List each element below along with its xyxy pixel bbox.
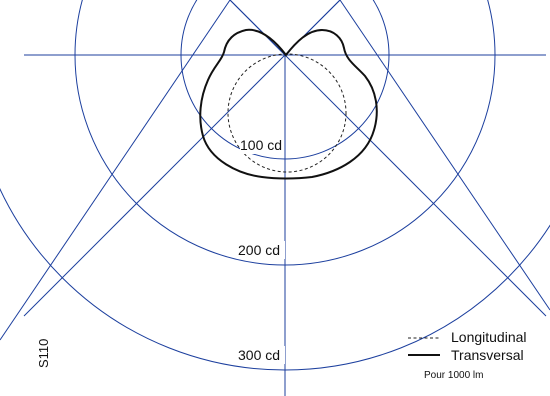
- diagonal-45-left-top: [229, 0, 286, 56]
- legend-note: Pour 1000 lm: [424, 370, 483, 381]
- diagonal-left: [0, 0, 231, 341]
- diagonal-right: [339, 0, 550, 311]
- ring-label-bg-200: [237, 241, 285, 259]
- product-code: S110: [36, 339, 51, 368]
- legend: Longitudinal Transversal Pour 1000 lm: [408, 329, 527, 381]
- ring-label-100: 100 cd: [240, 137, 282, 153]
- longitudinal-curve: [227, 53, 347, 173]
- ring-label-300: 300 cd: [238, 347, 280, 363]
- ring-label-bg-300: [237, 346, 285, 364]
- transversal-curve: [199, 28, 378, 180]
- diagonal-45-right: [284, 54, 547, 317]
- legend-longitudinal-label: Longitudinal: [451, 329, 527, 345]
- diagonal-45-left: [23, 54, 286, 317]
- ring-label-bg-100: [240, 136, 284, 154]
- ring-label-200: 200 cd: [238, 242, 280, 258]
- legend-transversal-label: Transversal: [451, 347, 524, 363]
